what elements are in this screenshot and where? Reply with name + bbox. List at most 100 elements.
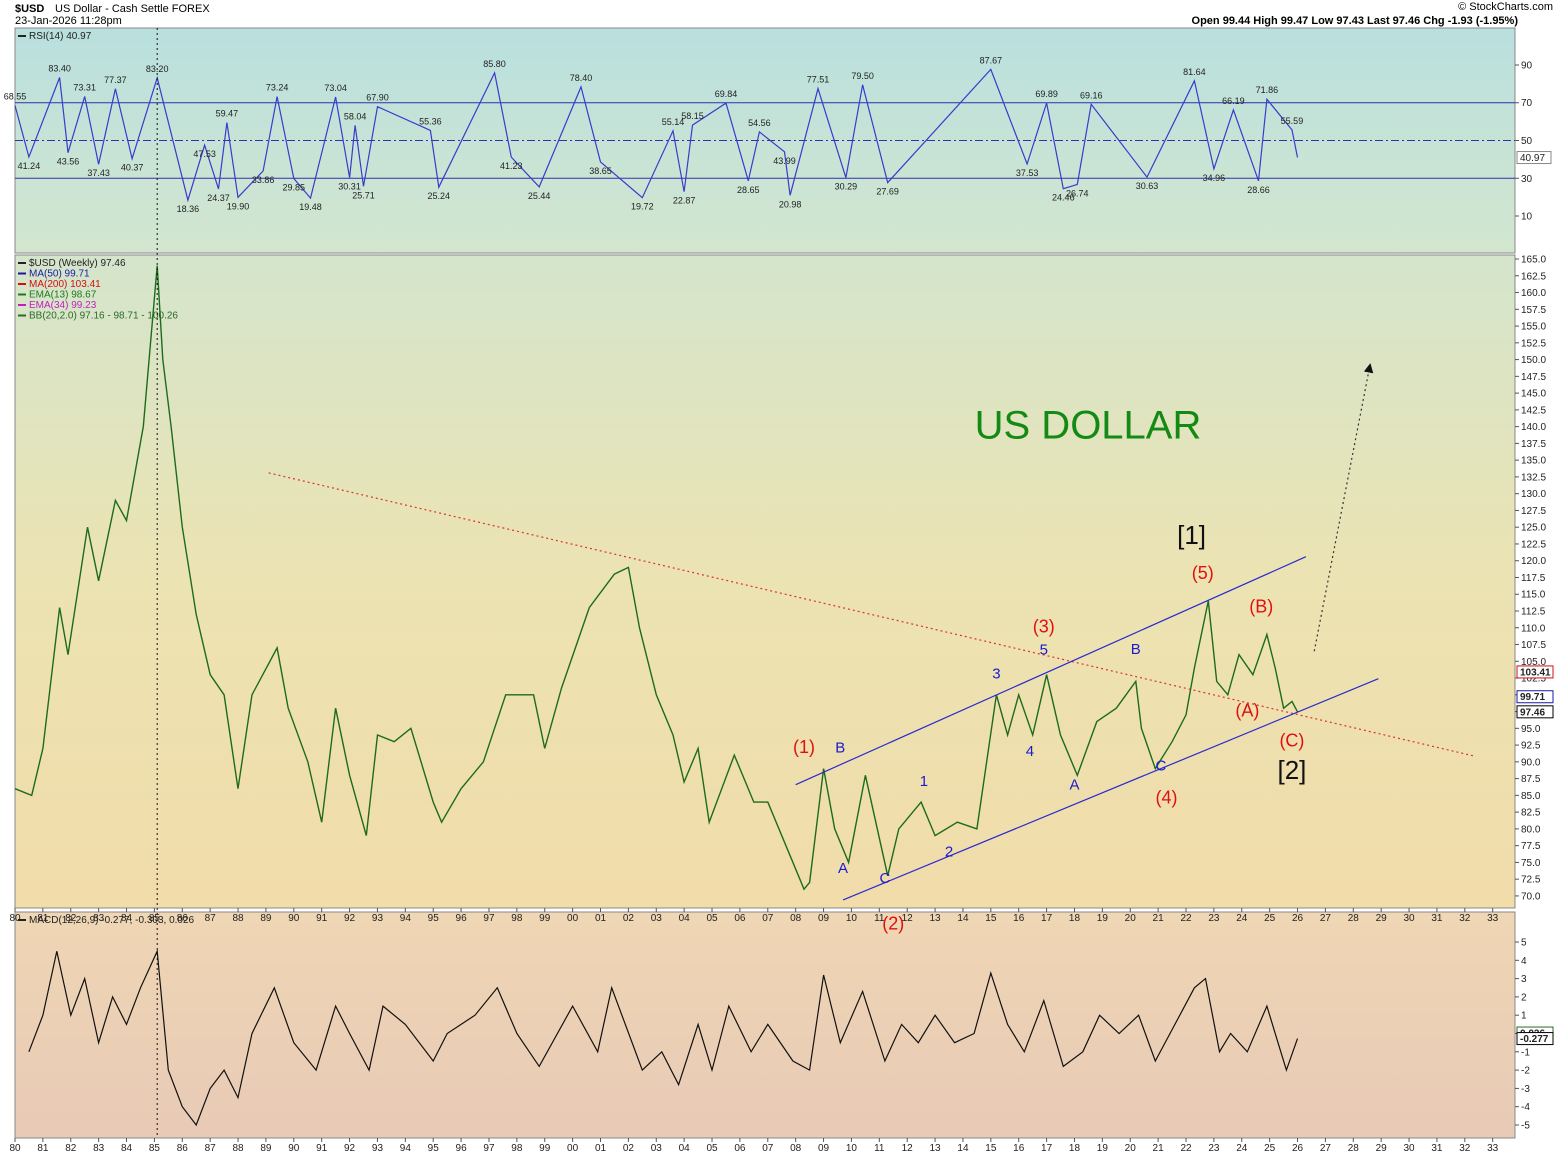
y-tick-label: 10 (1521, 212, 1533, 223)
x-tick-label: 94 (400, 913, 412, 924)
x-tick-label: 98 (511, 913, 523, 924)
x-tick-label: 12 (902, 1143, 914, 1154)
data-label: 83.40 (48, 63, 71, 73)
y-tick-label: 102.5 (1521, 674, 1546, 685)
y-tick-label: 137.5 (1521, 439, 1546, 450)
y-tick-label: 115.0 (1521, 590, 1546, 601)
x-tick-label: 27 (1320, 1143, 1332, 1154)
trend-line (842, 678, 1379, 901)
data-label: 55.14 (662, 117, 685, 127)
x-tick-label: 30 (1403, 1143, 1415, 1154)
y-tick-label: 2 (1521, 992, 1527, 1003)
x-tick-label: 97 (483, 1143, 495, 1154)
data-label: 73.31 (73, 83, 96, 93)
data-label: 77.51 (807, 75, 830, 85)
y-tick-label: 160.0 (1521, 288, 1546, 299)
series-line (14, 265, 1299, 891)
x-tick-label: 80 (9, 1143, 21, 1154)
date: 23-Jan-2026 11:28pm (15, 15, 122, 27)
data-label: 40.37 (121, 163, 144, 173)
legend-entry: EMA(13) 98.67 (29, 290, 97, 301)
x-tick-label: 86 (177, 913, 189, 924)
y-tick-label: 82.5 (1521, 808, 1541, 819)
data-label: 29.85 (283, 183, 306, 193)
data-label: 55.59 (1281, 116, 1304, 126)
x-tick-label: 06 (734, 913, 746, 924)
y-tick-label: 145.0 (1521, 389, 1546, 400)
x-tick-label: 80 (9, 913, 21, 924)
data-label: 25.71 (352, 190, 375, 200)
data-label: 37.53 (1016, 168, 1039, 178)
data-label: 41.23 (500, 161, 523, 171)
y-tick-label: 5 (1521, 938, 1527, 949)
x-tick-label: 87 (205, 913, 217, 924)
x-tick-label: 81 (37, 1143, 49, 1154)
data-label: 37.43 (87, 168, 110, 178)
x-tick-label: 21 (1153, 1143, 1165, 1154)
y-tick-label: 77.5 (1521, 841, 1541, 852)
data-label: 30.31 (338, 182, 361, 192)
data-label: 41.24 (18, 161, 41, 171)
data-label: 26.74 (1066, 188, 1089, 198)
data-label: 58.04 (344, 111, 367, 121)
x-tick-label: 28 (1348, 913, 1360, 924)
data-label: 66.19 (1222, 96, 1245, 106)
x-tick-label: 32 (1459, 1143, 1471, 1154)
legend-entry: RSI(14) 40.97 (29, 31, 92, 42)
x-tick-label: 11 (874, 913, 885, 924)
x-tick-label: 31 (1431, 1143, 1443, 1154)
data-label: 27.69 (876, 187, 899, 197)
value-box (1516, 1032, 1554, 1046)
y-tick-label: 1 (1521, 1011, 1527, 1022)
data-label: 19.72 (631, 202, 654, 212)
x-tick-label: 81 (37, 913, 49, 924)
x-tick-label: 15 (985, 1143, 997, 1154)
y-tick-label: 127.5 (1521, 506, 1546, 517)
wave-label: A (1069, 776, 1079, 793)
wave-label: (4) (1155, 787, 1177, 807)
data-label: 69.16 (1080, 90, 1103, 100)
last-value: 40.97 (1520, 153, 1545, 164)
data-label: 25.44 (528, 191, 551, 201)
x-tick-label: 96 (456, 913, 468, 924)
y-tick-label: 147.5 (1521, 372, 1546, 383)
data-label: 34.96 (1203, 173, 1226, 183)
x-tick-label: 04 (679, 1143, 691, 1154)
x-tick-label: 30 (1403, 913, 1415, 924)
x-tick-label: 82 (65, 913, 77, 924)
y-tick-label: 155.0 (1521, 322, 1546, 333)
x-tick-label: 29 (1376, 1143, 1388, 1154)
wave-label: (3) (1033, 617, 1055, 637)
data-label: 30.29 (835, 182, 858, 192)
y-tick-label: 70 (1521, 98, 1533, 109)
data-label: 28.65 (737, 185, 760, 195)
trend-line (1313, 363, 1374, 652)
data-label: 38.65 (589, 166, 612, 176)
x-tick-label: 17 (1041, 1143, 1053, 1154)
y-tick-label: 72.5 (1521, 875, 1541, 886)
wave-label: (C) (1279, 730, 1304, 750)
chart-title: US DOLLAR (975, 404, 1202, 448)
wave-label: C (879, 870, 890, 887)
x-tick-label: 92 (344, 913, 356, 924)
x-tick-label: 83 (93, 913, 105, 924)
wave-label: B (835, 739, 845, 756)
x-tick-label: 02 (623, 1143, 635, 1154)
data-label: 43.99 (773, 156, 796, 166)
y-tick-label: 112.5 (1521, 606, 1546, 617)
data-label: 19.90 (227, 201, 250, 211)
x-tick-label: 10 (846, 1143, 858, 1154)
x-tick-label: 19 (1097, 1143, 1109, 1154)
data-label: 79.50 (851, 71, 874, 81)
x-tick-label: 11 (874, 1143, 885, 1154)
data-label: 20.98 (779, 199, 802, 209)
x-tick-label: 20 (1125, 1143, 1137, 1154)
x-tick-label: 24 (1236, 913, 1248, 924)
value-box (1516, 690, 1554, 704)
wave-label: 5 (1040, 642, 1048, 659)
wave-label: (B) (1249, 596, 1273, 616)
x-tick-label: 22 (1180, 1143, 1192, 1154)
y-tick-label: 90 (1521, 60, 1533, 71)
x-tick-label: 18 (1069, 1143, 1081, 1154)
